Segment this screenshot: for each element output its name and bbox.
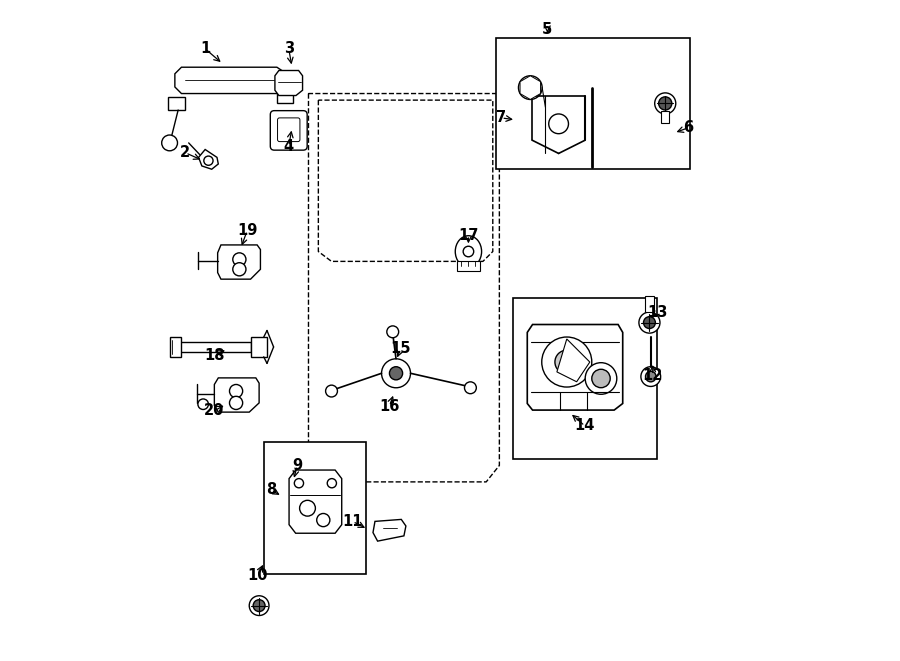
Bar <box>512 297 657 459</box>
Text: 3: 3 <box>284 41 293 56</box>
Polygon shape <box>373 520 406 541</box>
Circle shape <box>464 382 476 394</box>
Bar <box>250 337 267 357</box>
Text: 20: 20 <box>204 403 224 418</box>
Circle shape <box>542 337 592 387</box>
Text: 8: 8 <box>266 483 276 497</box>
Bar <box>644 295 654 312</box>
Circle shape <box>382 359 410 388</box>
Circle shape <box>645 371 656 382</box>
Circle shape <box>300 500 315 516</box>
Text: 17: 17 <box>458 227 479 243</box>
Text: 11: 11 <box>342 514 363 529</box>
Circle shape <box>518 76 542 99</box>
Circle shape <box>233 253 246 266</box>
Text: 1: 1 <box>200 41 211 56</box>
Circle shape <box>317 514 330 527</box>
Bar <box>178 342 250 352</box>
Polygon shape <box>289 470 342 533</box>
Circle shape <box>549 114 569 134</box>
Polygon shape <box>175 67 287 94</box>
Text: 15: 15 <box>391 342 411 356</box>
Text: 12: 12 <box>643 368 663 383</box>
Circle shape <box>203 156 213 165</box>
Polygon shape <box>274 71 302 96</box>
Circle shape <box>555 350 579 374</box>
Circle shape <box>390 367 402 380</box>
Text: 6: 6 <box>683 120 693 136</box>
Polygon shape <box>218 245 260 279</box>
Text: 13: 13 <box>647 305 668 319</box>
Text: 2: 2 <box>180 145 191 160</box>
Circle shape <box>654 93 676 114</box>
Polygon shape <box>527 325 623 410</box>
Circle shape <box>585 363 616 394</box>
Text: 19: 19 <box>237 223 257 238</box>
Bar <box>265 442 366 574</box>
Bar <box>277 91 293 103</box>
Bar <box>496 38 690 169</box>
Circle shape <box>639 312 660 333</box>
Bar <box>168 97 184 110</box>
Circle shape <box>644 317 655 329</box>
Bar <box>662 111 670 123</box>
Ellipse shape <box>455 236 482 267</box>
Circle shape <box>198 399 209 409</box>
Bar <box>456 261 481 271</box>
Circle shape <box>294 479 303 488</box>
Text: 7: 7 <box>496 110 507 126</box>
Bar <box>169 337 182 357</box>
Circle shape <box>328 479 337 488</box>
Text: 10: 10 <box>248 568 268 583</box>
FancyBboxPatch shape <box>270 110 307 150</box>
Polygon shape <box>214 378 259 412</box>
Text: 9: 9 <box>292 458 302 473</box>
Circle shape <box>659 97 671 110</box>
Circle shape <box>387 326 399 338</box>
Text: 18: 18 <box>204 348 225 363</box>
Circle shape <box>253 600 265 611</box>
Text: 14: 14 <box>575 418 595 434</box>
Circle shape <box>233 262 246 276</box>
Text: 4: 4 <box>284 139 293 154</box>
Circle shape <box>230 397 243 409</box>
Circle shape <box>162 135 177 151</box>
Polygon shape <box>520 76 541 99</box>
Polygon shape <box>199 149 219 169</box>
Text: 5: 5 <box>543 22 553 36</box>
FancyBboxPatch shape <box>277 118 300 141</box>
Circle shape <box>326 385 338 397</box>
Circle shape <box>464 247 473 256</box>
Circle shape <box>230 385 243 398</box>
Circle shape <box>641 367 661 387</box>
Circle shape <box>524 81 537 95</box>
Polygon shape <box>557 339 590 382</box>
Text: 16: 16 <box>379 399 400 414</box>
Circle shape <box>249 596 269 615</box>
Circle shape <box>592 369 610 388</box>
